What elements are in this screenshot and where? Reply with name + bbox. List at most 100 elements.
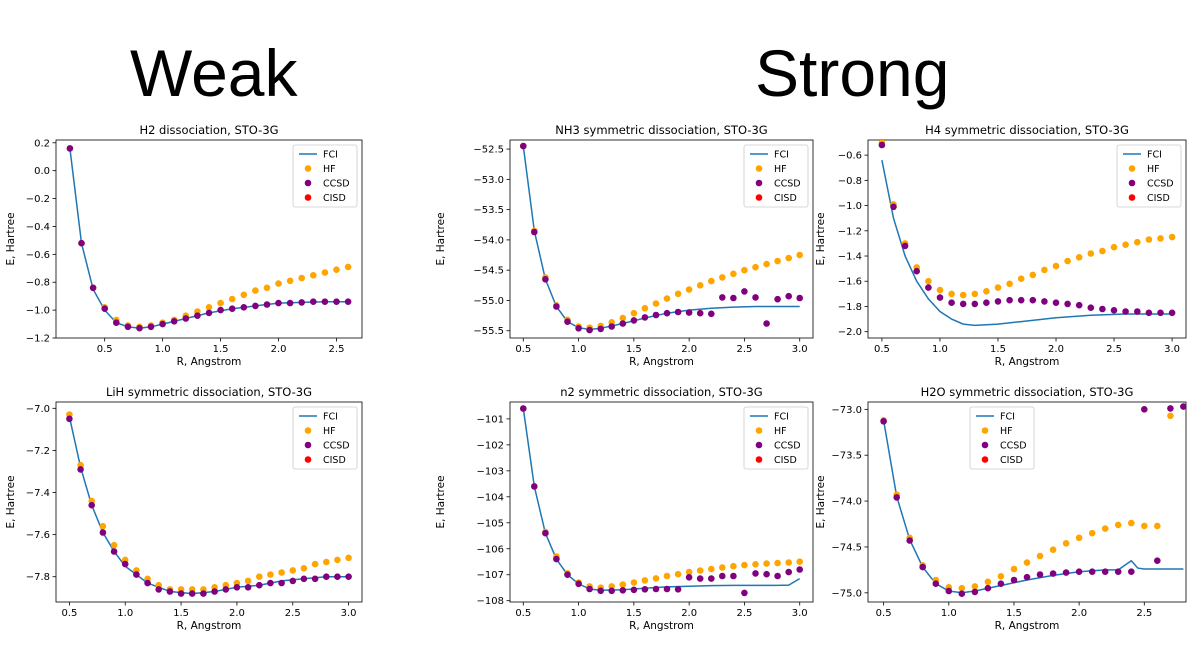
data-point-hf — [936, 286, 944, 294]
data-point-ccsd — [99, 529, 107, 536]
data-point-ccsd — [1141, 406, 1148, 413]
y-tick-label: −106 — [477, 544, 504, 555]
legend: FCI HF CCSD CISD — [1116, 144, 1182, 208]
legend-swatch-cisd — [304, 456, 312, 463]
x-axis-label: R, Angstrom — [177, 356, 242, 368]
data-point-ccsd — [1006, 296, 1013, 304]
x-tick-label: 2.0 — [271, 344, 287, 355]
data-point-hf — [1167, 412, 1174, 420]
data-point-hf — [925, 277, 932, 285]
data-point-ccsd — [553, 303, 560, 310]
data-point-ccsd — [730, 572, 737, 580]
x-tick-label: 0.5 — [874, 344, 890, 355]
data-point-ccsd — [1052, 299, 1060, 306]
data-point-ccsd — [323, 573, 330, 580]
data-point-ccsd — [763, 320, 770, 327]
data-point-hf — [244, 577, 252, 585]
data-point-hf — [674, 570, 682, 578]
data-point-ccsd — [233, 584, 241, 591]
data-point-ccsd — [240, 304, 248, 311]
data-point-ccsd — [310, 298, 317, 305]
legend-swatch-hf — [755, 427, 763, 434]
data-point-hf — [1075, 534, 1083, 542]
y-tick-label: −0.2 — [26, 194, 50, 205]
data-point-hf — [984, 578, 992, 586]
data-point-ccsd — [1168, 309, 1176, 317]
data-point-ccsd — [663, 309, 671, 317]
data-point-hf — [263, 284, 271, 292]
data-point-hf — [1029, 271, 1037, 279]
legend-swatch-ccsd — [755, 441, 763, 449]
data-point-ccsd — [564, 318, 571, 325]
data-point-hf — [1114, 521, 1122, 529]
x-axis-label: R, Angstrom — [995, 356, 1060, 368]
data-point-hf — [663, 295, 671, 302]
plot-frame — [867, 139, 1187, 339]
plot-area — [66, 145, 352, 332]
data-point-ccsd — [289, 577, 297, 585]
data-point-hf — [99, 522, 107, 530]
data-point-ccsd — [170, 318, 178, 325]
y-tick-label: −54.5 — [473, 266, 504, 277]
x-tick-label: 2.0 — [1048, 344, 1064, 355]
data-point-hf — [997, 573, 1005, 580]
x-tick-label: 2.0 — [1071, 608, 1087, 619]
y-tick-label: −73.5 — [831, 451, 862, 462]
legend-box — [743, 406, 809, 470]
y-tick-label: −2.0 — [838, 327, 862, 338]
legend-swatch-hf — [304, 165, 312, 172]
chart-title: H2O symmetric dissociation, STO-3G — [921, 385, 1134, 399]
data-point-hf — [619, 581, 627, 588]
y-tick-label: −74.5 — [831, 542, 862, 553]
legend-label-cisd: CISD — [323, 193, 346, 204]
data-point-ccsd — [1134, 308, 1141, 315]
legend-box — [292, 406, 358, 470]
data-point-ccsd — [1128, 568, 1135, 575]
data-point-ccsd — [564, 571, 571, 578]
data-point-ccsd — [901, 242, 909, 250]
y-tick-label: −0.4 — [26, 222, 50, 233]
legend-swatch-ccsd — [304, 179, 312, 187]
data-point-hf — [217, 299, 224, 307]
y-tick-label: −7.8 — [26, 572, 50, 583]
y-tick-label: −1.6 — [838, 277, 862, 288]
data-point-hf — [971, 290, 979, 298]
x-tick-label: 1.0 — [117, 608, 133, 619]
y-tick-label: −1.0 — [26, 306, 50, 317]
data-point-hf — [252, 287, 259, 294]
x-tick-label: 2.0 — [229, 608, 245, 619]
data-point-hf — [641, 305, 649, 312]
legend-swatch-cisd — [755, 456, 763, 463]
data-point-hf — [1101, 525, 1109, 532]
legend-swatch-hf — [981, 427, 989, 434]
y-tick-label: −54.0 — [473, 235, 504, 246]
y-tick-label: −101 — [477, 414, 504, 425]
data-point-hf — [1023, 559, 1031, 566]
x-tick-label: 2.5 — [736, 608, 752, 619]
y-tick-label: −7.6 — [26, 530, 50, 541]
data-point-ccsd — [719, 294, 726, 301]
data-point-ccsd — [663, 585, 671, 593]
x-tick-label: 2.5 — [1106, 344, 1122, 355]
data-point-hf — [289, 567, 297, 574]
chart-h2: H2 dissociation, STO-3G 0.5 1.0 1.5 2.0 2.5 0.… — [5, 123, 363, 368]
y-tick-label: −74.0 — [831, 497, 862, 508]
data-point-ccsd — [110, 548, 118, 555]
data-point-ccsd — [101, 305, 108, 312]
legend-label-cisd: CISD — [774, 193, 797, 204]
data-point-ccsd — [959, 300, 967, 308]
data-point-ccsd — [228, 305, 236, 312]
y-tick-label: −73.0 — [831, 405, 862, 416]
y-tick-label: −0.6 — [26, 250, 50, 261]
data-point-ccsd — [1157, 309, 1164, 317]
legend-label-cisd: CISD — [774, 455, 797, 466]
data-point-hf — [267, 571, 274, 578]
data-point-ccsd — [597, 587, 604, 595]
data-point-hf — [674, 290, 682, 298]
data-point-ccsd — [641, 586, 649, 593]
x-axis-label: R, Angstrom — [629, 620, 694, 632]
data-point-hf — [1154, 522, 1161, 530]
data-point-ccsd — [66, 145, 74, 152]
data-point-ccsd — [267, 579, 274, 587]
data-point-ccsd — [345, 573, 352, 580]
